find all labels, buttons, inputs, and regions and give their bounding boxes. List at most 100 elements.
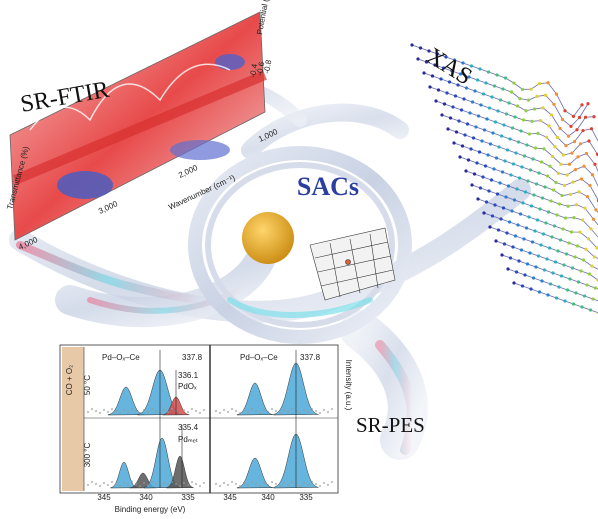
xas-dot (536, 131, 540, 136)
pes-point (286, 483, 290, 487)
xas-dot (561, 153, 566, 157)
xas-dot (560, 117, 565, 122)
xas-dot (548, 164, 552, 168)
xas-dot (541, 106, 545, 110)
xas-dot (504, 195, 508, 199)
pes-y-axis: Intensity (a.u.) (344, 360, 353, 411)
xas-dot (519, 129, 523, 133)
xas-dot (584, 247, 588, 251)
ftir-z-tick: -0.4 (248, 63, 259, 79)
pes-point (154, 409, 158, 413)
pes-point (114, 409, 118, 413)
xas-dot (570, 151, 574, 155)
xas-dot (451, 105, 455, 109)
xas-dot (440, 113, 444, 117)
pes-point (102, 481, 106, 485)
xas-dot (564, 252, 569, 256)
xas-dot (595, 246, 598, 250)
pes-point (90, 480, 94, 484)
xas-dot (578, 230, 582, 234)
pes-point (90, 407, 94, 411)
xas-dot (595, 152, 598, 156)
pes-point (238, 411, 242, 415)
pes-point (318, 411, 322, 415)
xas-dot (472, 172, 477, 176)
xas-dot (516, 223, 520, 227)
xas-dot (424, 60, 429, 64)
pes-point (162, 481, 166, 485)
pes-point (98, 484, 102, 488)
xas-dot (441, 66, 446, 70)
pes-point (130, 480, 134, 484)
xas-dot (583, 115, 588, 119)
pes-peak (236, 457, 274, 489)
xas-dot (428, 85, 432, 89)
pes-point (270, 480, 274, 484)
xas-dot (511, 245, 515, 249)
xas-dot (505, 231, 509, 235)
xas-dot (538, 119, 543, 123)
xas-dot (493, 203, 497, 207)
xas-dot (576, 280, 581, 284)
xas-dot (529, 87, 533, 91)
pes-point (142, 481, 146, 485)
xas-dot (525, 262, 530, 266)
pes-point (114, 482, 118, 486)
xas-line (483, 212, 598, 259)
xas-dot (514, 270, 519, 274)
xas-dot (566, 204, 570, 208)
xas-dot (507, 101, 511, 105)
pes-point (234, 409, 238, 413)
xas-dot (575, 128, 579, 132)
pes-point (266, 483, 270, 487)
pes-point (202, 408, 206, 412)
pes-point (246, 483, 250, 487)
xas-line (453, 142, 598, 201)
pes-point (218, 411, 222, 415)
pes-peak-label: Pd–Oₓ–Ce (102, 353, 140, 362)
xas-dot (571, 114, 576, 118)
pes-point (194, 482, 198, 486)
xas-dot (535, 218, 540, 222)
xas-dot (448, 116, 453, 120)
xas-dot (581, 128, 585, 133)
pes-point (298, 411, 302, 415)
xas-dot (495, 192, 500, 196)
xas-dot (478, 67, 482, 71)
pes-x-tick: 335 (181, 493, 195, 502)
pes-row-label: 300 °C (83, 443, 92, 468)
xas-dot (550, 154, 555, 158)
xas-dot (466, 158, 471, 162)
xas-dot (464, 86, 469, 90)
ftir-z-axis: Potential (V) (255, 0, 272, 35)
xas-dot (488, 225, 492, 229)
pes-point (262, 408, 266, 412)
xas-dot (528, 251, 532, 255)
pes-peak (110, 461, 138, 489)
xas-dot (549, 199, 553, 203)
pes-point (290, 480, 294, 484)
xas-dot (456, 83, 460, 87)
xas-dot (520, 87, 525, 91)
xas-dot (557, 202, 562, 206)
xas-dot (529, 204, 534, 208)
xas-dot (552, 102, 556, 106)
pes-point (298, 484, 302, 488)
xas-dot (458, 72, 463, 76)
xas-dot (583, 206, 587, 210)
pes-point (238, 484, 242, 488)
xas-dot (543, 185, 547, 189)
xas-dot (501, 206, 506, 210)
pes-point (326, 483, 330, 487)
xas-dot (565, 288, 570, 292)
xas-dot (545, 174, 550, 178)
xas-dot (523, 273, 527, 277)
xas-dot (512, 81, 516, 85)
pes-point (138, 411, 142, 415)
xas-dot (525, 143, 529, 147)
pes-point (242, 408, 246, 412)
pes-point (166, 483, 170, 487)
xas-dot (489, 178, 494, 182)
xas-dot (513, 115, 517, 119)
xas-dot (523, 190, 528, 194)
